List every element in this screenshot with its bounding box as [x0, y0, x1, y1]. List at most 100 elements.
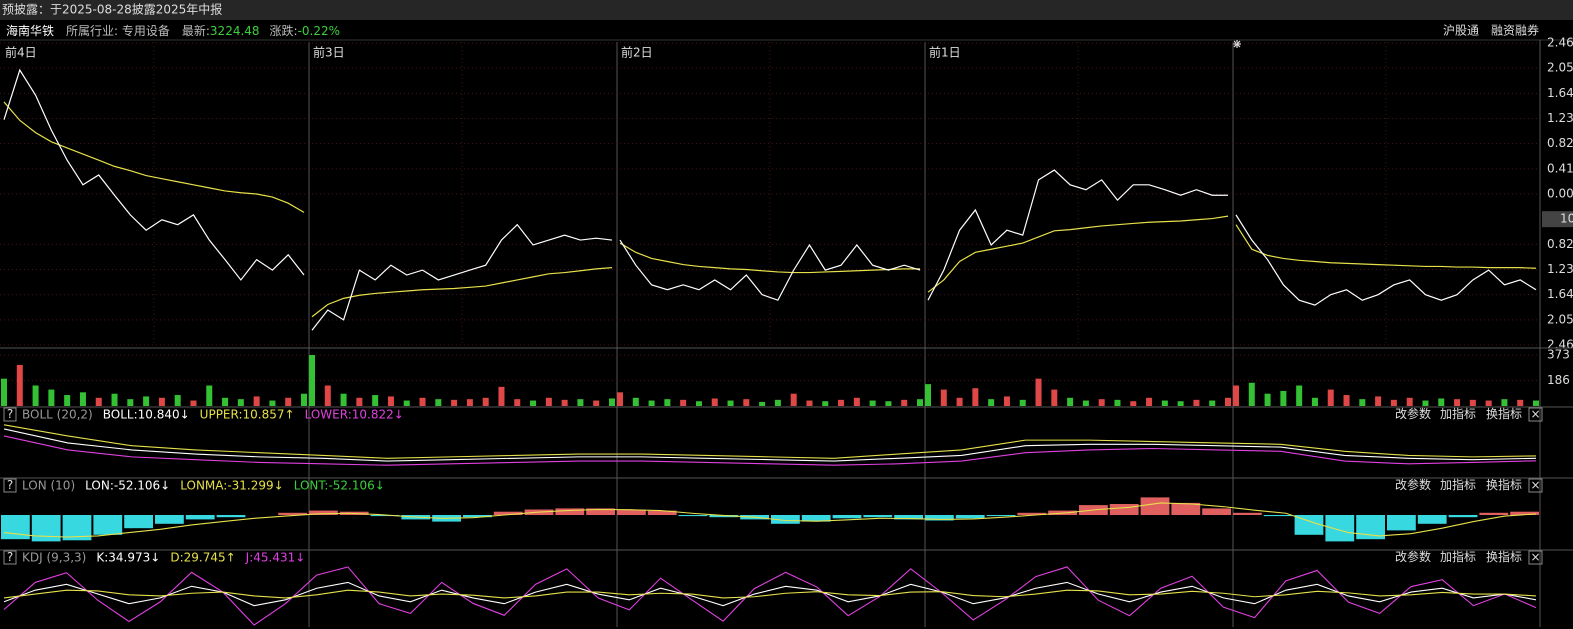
toolbar-button[interactable]: 换指标 [1486, 477, 1522, 492]
volume-bar [111, 393, 118, 406]
avg-line [927, 215, 1229, 293]
indicator-bar [1294, 515, 1324, 535]
help-icon: ? [7, 478, 13, 492]
indicator-title: KDJ (9,3,3) [22, 550, 86, 564]
y-tick-label: 0.82 [1547, 237, 1573, 251]
indicator-line [3, 424, 1537, 459]
volume-bar [1438, 398, 1445, 406]
indicator-bar [586, 508, 615, 515]
volume-bar [158, 397, 165, 406]
latest-value: 3224.48 [210, 24, 260, 38]
price-line [311, 223, 613, 331]
indicator-readout: LON:-52.106↓ [85, 478, 170, 492]
y-tick-label: 373 [1547, 348, 1570, 362]
price-tag: 10 [1560, 212, 1573, 226]
toolbar-button[interactable]: 改参数 [1395, 477, 1431, 492]
price-line [619, 239, 921, 301]
indicator-bar [1325, 515, 1355, 542]
volume-bar [1406, 397, 1413, 406]
indicator-bar [1263, 515, 1293, 517]
indicator-bar [955, 515, 985, 519]
volume-bar [727, 400, 734, 406]
avg-line [619, 242, 920, 274]
volume-bar [1003, 396, 1010, 406]
indicator-bar [1171, 502, 1201, 515]
today-marker [1233, 40, 1241, 48]
volume-bar [16, 364, 23, 406]
close-box[interactable] [1528, 550, 1543, 565]
volume-bar [1177, 401, 1184, 406]
y-tick-label: 2.05 [1547, 312, 1573, 326]
volume-bar [222, 397, 229, 406]
volume-bar [206, 385, 213, 406]
volume-bar [972, 388, 979, 406]
y-tick-label: 1.64 [1547, 86, 1573, 100]
indicator-bar [1479, 512, 1509, 515]
toolbar-button[interactable]: 换指标 [1486, 406, 1522, 421]
avg-line [311, 267, 613, 318]
y-tick-label: 0.82 [1547, 136, 1573, 150]
volume-bar [1327, 389, 1334, 406]
change-label: 涨跌: [270, 23, 298, 38]
indicator-bar [185, 515, 215, 520]
indicator-bar [555, 508, 585, 515]
volume-bar [32, 385, 39, 406]
indicator-bar [1, 515, 30, 540]
volume-bar [1311, 397, 1318, 406]
indicator-bar [925, 515, 954, 521]
indicator-bar [1202, 508, 1231, 515]
volume-bar [451, 399, 458, 406]
indicator-bar [370, 515, 400, 517]
volume-bar [1019, 399, 1026, 406]
volume-bar [695, 401, 702, 406]
volume-bar [1390, 399, 1397, 406]
volume-bar [1233, 385, 1239, 406]
tag[interactable]: 沪股通 [1443, 24, 1479, 38]
volume-bar [1114, 399, 1121, 406]
toolbar-button[interactable]: 改参数 [1395, 406, 1431, 421]
toolbar-button[interactable]: 加指标 [1440, 477, 1476, 492]
help-icon: ? [7, 550, 13, 564]
close-box[interactable] [1528, 407, 1543, 422]
day-label: 前2日 [621, 45, 653, 60]
volume-bar [1343, 395, 1350, 406]
volume-bar [356, 397, 363, 406]
price-line [1235, 214, 1537, 306]
volume-bar [1209, 400, 1216, 406]
close-icon: × [1530, 407, 1540, 421]
volume-bar [545, 397, 552, 406]
y-tick-label: 0.41 [1547, 161, 1573, 175]
toolbar-button[interactable]: 加指标 [1440, 549, 1476, 564]
day-label: 前3日 [313, 45, 345, 60]
volume-bar [403, 400, 410, 406]
indicator-header: BOLL (20,2) BOLL:10.840↓ UPPER:10.857↑ LOWE… [22, 407, 404, 421]
indicator-bar [31, 515, 61, 542]
indicator-bar [832, 515, 862, 519]
indicator-readout: D:29.745↑ [170, 550, 235, 564]
volume-bar [269, 400, 276, 406]
volume-bar [340, 393, 347, 406]
volume-bar [190, 400, 197, 406]
volume-bar [743, 399, 750, 406]
toolbar-button[interactable]: 改参数 [1395, 549, 1431, 564]
toolbar-button[interactable]: 加指标 [1440, 406, 1476, 421]
price-tag-box [1542, 211, 1573, 228]
y-tick-label: 1.23 [1547, 262, 1573, 276]
volume-bar [48, 389, 55, 406]
indicator-readout: LONT:-52.106↓ [294, 478, 385, 492]
notice: 预披露：于2025-08-28披露2025年中报 [2, 2, 222, 17]
indicator-line [3, 566, 1537, 626]
indicator-bar [1387, 515, 1416, 531]
volume-bar [885, 401, 892, 406]
tag[interactable]: 融资融券 [1491, 23, 1539, 38]
volume-bar [853, 397, 860, 406]
toolbar-button[interactable]: 换指标 [1486, 549, 1522, 564]
indicator-bar [463, 515, 492, 518]
volume-bar [419, 397, 426, 406]
indicator-bar [216, 515, 246, 518]
volume-bar [95, 397, 102, 406]
indicator-bar [771, 515, 800, 524]
close-box[interactable] [1528, 478, 1543, 493]
y-tick-label: 2.05 [1547, 61, 1573, 75]
volume-bar [790, 393, 797, 406]
